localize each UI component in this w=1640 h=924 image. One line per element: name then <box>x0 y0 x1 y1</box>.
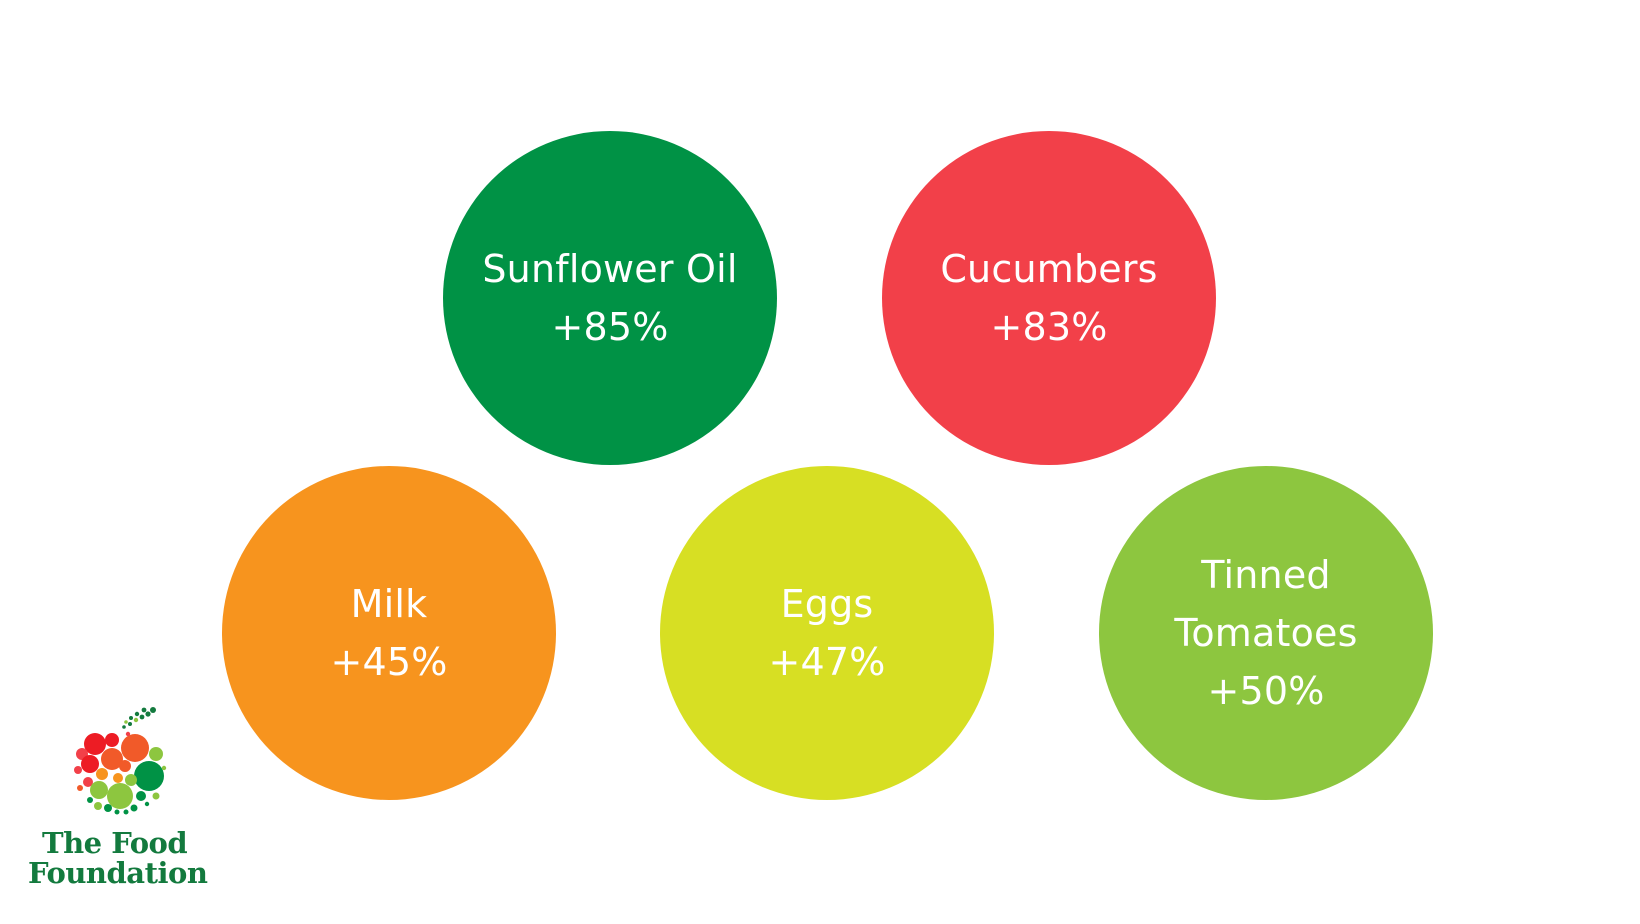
item-name: Milk <box>350 582 428 626</box>
food-foundation-logo: The Food Foundation <box>24 704 234 904</box>
item-bubble-eggs: Eggs +47% <box>660 466 994 800</box>
item-name: Eggs <box>780 582 874 626</box>
item-bubble-cucumbers: Cucumbers +83% <box>882 131 1216 465</box>
logo-wordmark: The Food Foundation <box>24 828 234 888</box>
logo-line-2: Foundation <box>28 856 208 890</box>
item-change: +50% <box>1207 669 1325 713</box>
item-bubble-milk: Milk +45% <box>222 466 556 800</box>
fruit-dots-logo-icon <box>74 707 167 815</box>
item-bubble-sunflower-oil: Sunflower Oil +85% <box>443 131 777 465</box>
item-change: +85% <box>551 305 669 349</box>
item-change: +45% <box>330 640 448 684</box>
item-change: +47% <box>768 640 886 684</box>
logo-line-1: The Food <box>42 826 188 860</box>
item-name: Tinned Tomatoes <box>1174 553 1358 655</box>
item-bubble-tinned-tomatoes: Tinned Tomatoes +50% <box>1099 466 1433 800</box>
item-name: Cucumbers <box>940 247 1158 291</box>
item-name: Sunflower Oil <box>482 247 738 291</box>
item-change: +83% <box>990 305 1108 349</box>
